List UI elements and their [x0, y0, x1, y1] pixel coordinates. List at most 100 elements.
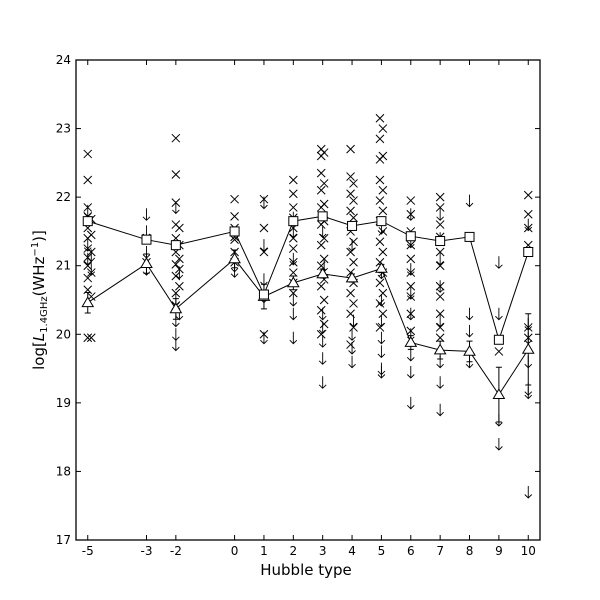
- upper-limit-arrow: [436, 403, 444, 417]
- detection-cross: [346, 144, 355, 154]
- detection-cross: [346, 309, 355, 319]
- y-tick-label: 18: [56, 464, 71, 478]
- detection-cross: [378, 288, 388, 298]
- detection-cross: [378, 309, 388, 319]
- square-marker: [347, 220, 358, 231]
- square-marker: [523, 247, 534, 257]
- y-tick-label: 20: [56, 327, 71, 341]
- y-tick-label: 19: [56, 396, 71, 410]
- upper-limit-arrow: [318, 376, 327, 389]
- upper-limit-arrow: [524, 386, 533, 400]
- upper-limit-arrow: [465, 324, 474, 338]
- detection-cross: [171, 133, 181, 143]
- upper-limit-arrow: [436, 376, 444, 389]
- upper-limit-arrow: [142, 208, 151, 221]
- upper-limit-arrow: [406, 348, 415, 362]
- upper-limit-arrow: [436, 314, 444, 328]
- upper-limit-arrow: [172, 201, 180, 215]
- square-marker: [229, 226, 240, 237]
- detection-cross: [171, 170, 181, 179]
- y-tick-label: 23: [56, 122, 71, 136]
- detection-cross: [378, 185, 388, 195]
- detection-cross: [83, 175, 93, 185]
- detection-cross: [83, 273, 93, 283]
- triangle-marker: [521, 342, 535, 354]
- x-tick-label: 1: [260, 544, 268, 558]
- y-axis-label: log[L1.4GHz(WHz−1)]: [30, 230, 50, 370]
- detection-cross: [316, 281, 326, 291]
- detection-cross: [175, 254, 184, 264]
- detection-cross: [259, 223, 269, 233]
- detection-cross: [175, 264, 184, 274]
- detection-cross: [435, 203, 445, 212]
- detection-cross: [230, 211, 239, 221]
- detection-cross: [83, 333, 93, 343]
- triangle-marker: [463, 344, 476, 356]
- detection-cross: [435, 323, 445, 332]
- detection-cross: [375, 299, 385, 308]
- x-tick-label: 5: [378, 544, 386, 558]
- triangle-marker: [404, 336, 418, 347]
- upper-limit-arrow: [289, 294, 298, 307]
- detection-cross: [259, 247, 269, 257]
- detection-cross: [346, 172, 355, 181]
- detection-cross: [175, 223, 184, 233]
- triangle-marker: [228, 252, 241, 264]
- detection-cross: [319, 199, 329, 209]
- upper-limit-arrow: [318, 335, 327, 348]
- detection-cross: [346, 189, 355, 199]
- triangle-marker: [286, 276, 300, 288]
- detection-cross: [375, 196, 385, 205]
- detection-cross: [319, 319, 329, 329]
- detection-cross: [378, 206, 388, 216]
- detection-cross: [349, 299, 358, 308]
- detection-cross: [406, 240, 416, 250]
- detection-cross: [375, 175, 385, 185]
- detection-cross: [435, 333, 445, 343]
- triangle-marker: [81, 296, 95, 308]
- detection-cross: [319, 148, 329, 157]
- detection-cross: [319, 254, 329, 264]
- square-marker: [141, 234, 152, 245]
- detection-cross: [435, 292, 445, 301]
- detection-cross: [230, 194, 239, 204]
- triangle-marker: [492, 388, 506, 399]
- detection-cross: [288, 233, 298, 243]
- detection-cross: [288, 268, 298, 277]
- detection-cross: [349, 257, 358, 267]
- detection-cross: [406, 209, 416, 219]
- upper-limit-arrow: [495, 438, 503, 451]
- x-tick-label: -5: [82, 544, 94, 558]
- square-marker: [405, 231, 416, 242]
- square-marker: [493, 334, 504, 345]
- plot-frame: [75, 59, 541, 541]
- detection-cross: [523, 223, 533, 233]
- x-tick-label: 6: [407, 544, 415, 558]
- detection-cross: [171, 271, 181, 281]
- detection-cross: [406, 292, 416, 301]
- upper-limit-arrow: [172, 338, 180, 352]
- square-marker: [317, 211, 328, 222]
- detection-cross: [86, 268, 96, 277]
- detection-cross: [86, 247, 96, 257]
- upper-limit-arrow: [495, 256, 503, 269]
- detection-cross: [378, 151, 388, 161]
- upper-limit-arrow: [377, 366, 386, 379]
- detection-cross: [288, 203, 298, 212]
- upper-limit-arrow: [406, 396, 415, 410]
- upper-limit-arrow: [436, 208, 444, 221]
- detection-cross: [316, 168, 326, 178]
- upper-limit-arrow: [318, 307, 327, 321]
- x-tick-label: 7: [436, 544, 444, 558]
- square-marker: [464, 231, 475, 242]
- square-marker: [82, 216, 93, 227]
- detection-cross: [406, 196, 416, 205]
- upper-limit-arrow: [260, 239, 268, 252]
- detection-cross: [319, 295, 329, 305]
- upper-limit-arrow: [465, 194, 474, 208]
- x-tick-label: 0: [231, 544, 239, 558]
- detection-cross: [406, 268, 416, 277]
- y-tick-label: 22: [56, 190, 71, 204]
- upper-limit-arrow: [406, 366, 415, 379]
- square-marker: [258, 289, 269, 300]
